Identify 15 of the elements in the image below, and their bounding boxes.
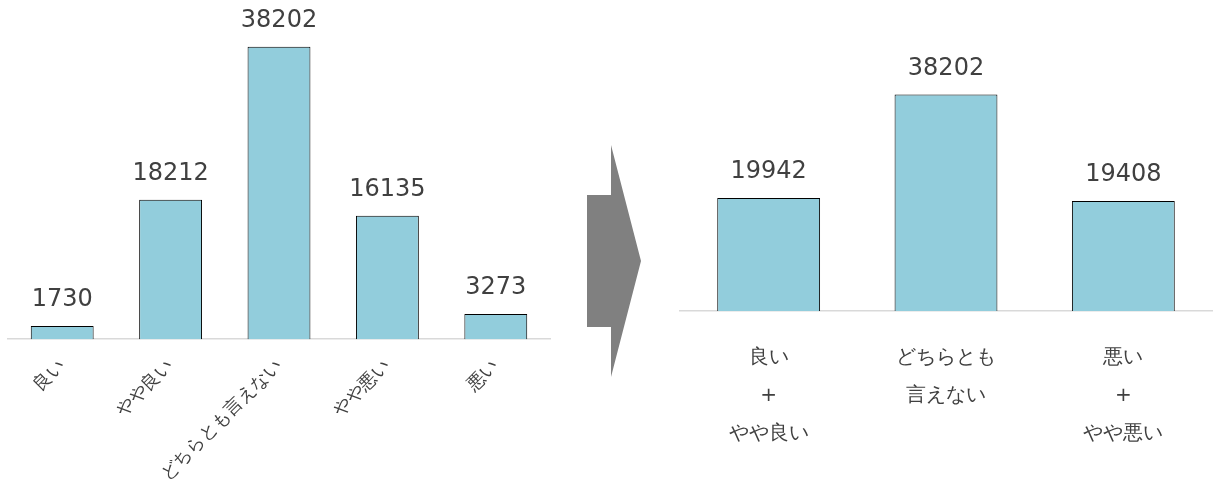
- data-label: 38202: [240, 5, 318, 34]
- x-tick-label: やや良い: [110, 354, 177, 420]
- x-tick-label: やや悪い: [327, 354, 394, 420]
- data-label: 19408: [1085, 159, 1162, 188]
- data-label: 16135: [349, 173, 426, 202]
- data-label: 19942: [730, 156, 807, 185]
- data-label: 38202: [907, 52, 985, 81]
- x-tick-label: 良い: [28, 354, 69, 395]
- data-label: 1730: [31, 284, 93, 313]
- x-tick-label: 良い + やや良い: [728, 344, 809, 445]
- data-label: 3273: [465, 272, 527, 301]
- x-tick-label: どちらとも言えない: [896, 344, 996, 407]
- x-tick-label: 悪い + やや悪い: [1083, 344, 1164, 445]
- x-tick-label: 悪い: [460, 354, 502, 396]
- data-label: 18212: [132, 158, 209, 187]
